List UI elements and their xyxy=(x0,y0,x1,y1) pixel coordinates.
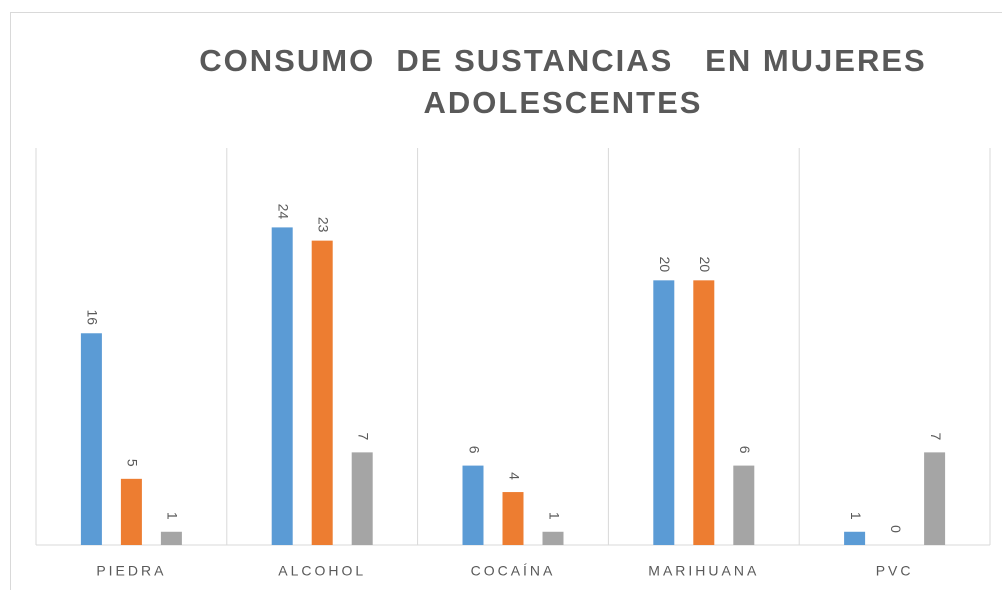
bar xyxy=(351,452,373,545)
bar xyxy=(542,531,564,545)
data-label: 24 xyxy=(275,204,291,220)
bar xyxy=(462,465,484,545)
data-label: 1 xyxy=(546,512,562,520)
data-label: 7 xyxy=(355,432,371,440)
bar xyxy=(271,227,293,545)
data-label: 5 xyxy=(125,459,141,467)
data-label: 0 xyxy=(888,525,904,533)
data-label: 16 xyxy=(85,309,101,325)
chart-title: CONSUMO DE SUSTANCIAS EN MUJERES ADOLESC… xyxy=(199,43,937,120)
data-label: 7 xyxy=(928,432,944,440)
data-label: 20 xyxy=(657,257,673,273)
data-label: 23 xyxy=(315,217,331,233)
data-label: 4 xyxy=(506,472,522,480)
x-tick-label: MARIHUANA xyxy=(648,563,759,579)
bar xyxy=(160,531,182,545)
bar xyxy=(120,478,142,545)
data-label: 1 xyxy=(848,512,864,520)
x-tick-label: PVC xyxy=(876,563,914,579)
data-label: 6 xyxy=(466,446,482,454)
bar xyxy=(733,465,755,545)
bar xyxy=(653,280,675,545)
data-label: 20 xyxy=(697,257,713,273)
chart-frame xyxy=(10,12,1002,590)
bar xyxy=(924,452,946,545)
bar xyxy=(844,531,866,545)
x-tick-label: COCAÍNA xyxy=(471,563,556,579)
data-label: 1 xyxy=(165,512,181,520)
bar xyxy=(693,280,715,545)
data-label: 6 xyxy=(737,446,753,454)
bar xyxy=(80,333,102,545)
x-tick-label: PIEDRA xyxy=(96,563,166,579)
bar xyxy=(311,240,333,545)
x-tick-label: ALCOHOL xyxy=(278,563,366,579)
bar xyxy=(502,492,524,545)
